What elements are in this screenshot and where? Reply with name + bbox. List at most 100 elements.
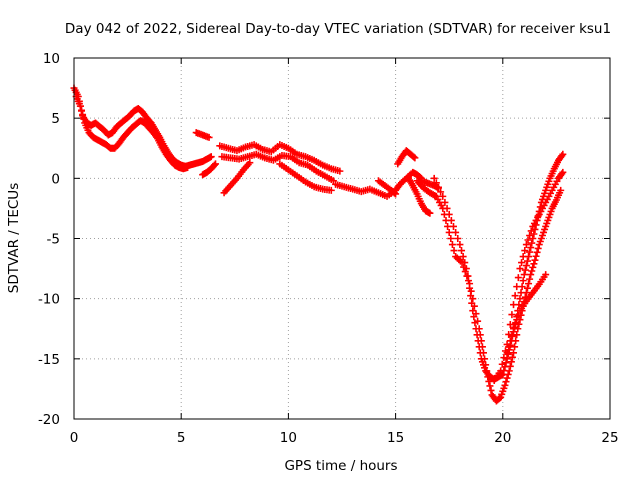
data-point — [482, 361, 490, 369]
data-point — [521, 266, 529, 274]
data-point — [487, 386, 495, 394]
data-point — [505, 367, 513, 375]
series-track-15 — [503, 271, 550, 357]
data-point — [439, 192, 447, 200]
data-point — [444, 222, 452, 230]
data-point — [76, 102, 84, 110]
data-point — [452, 228, 460, 236]
data-point — [484, 373, 492, 381]
data-point — [336, 167, 344, 175]
data-point — [448, 241, 456, 249]
data-point — [516, 295, 524, 303]
grid — [74, 58, 610, 419]
data-point — [430, 174, 438, 182]
data-point — [449, 222, 457, 230]
data-point — [476, 331, 484, 339]
data-point — [458, 247, 466, 255]
x-tick-label: 15 — [387, 430, 404, 446]
data-point — [486, 382, 494, 390]
data-point — [434, 184, 442, 192]
data-point — [518, 259, 526, 267]
data-point — [524, 236, 532, 244]
data-point — [500, 354, 508, 362]
series-track-14 — [430, 174, 565, 405]
x-tick-label: 10 — [280, 430, 297, 446]
data-point — [502, 378, 510, 386]
y-tick-labels: -20 -15 -10 -5 0 5 10 — [38, 51, 60, 428]
data-point — [411, 154, 419, 162]
data-point — [526, 248, 534, 256]
data-point — [426, 209, 434, 217]
data-point — [527, 227, 535, 235]
data-point — [80, 115, 88, 123]
data-point — [79, 111, 87, 119]
series-track-2 — [72, 93, 192, 173]
data-point — [207, 153, 215, 161]
series-track-16 — [490, 168, 567, 384]
data-point — [474, 317, 482, 325]
ticks — [73, 57, 611, 420]
chart-title: Day 042 of 2022, Sidereal Day-to-day VTE… — [65, 21, 611, 37]
data-point — [462, 265, 470, 273]
data-point — [527, 271, 535, 279]
data-point — [443, 204, 451, 212]
data-point — [153, 133, 161, 141]
data-point — [522, 289, 530, 297]
data-point — [485, 377, 493, 385]
data-point — [534, 244, 542, 252]
data-point — [472, 310, 480, 318]
series-track-8 — [276, 160, 335, 194]
data-point — [503, 355, 511, 363]
data-point — [559, 168, 567, 176]
data-point — [501, 347, 509, 355]
data-point — [478, 343, 486, 351]
data-point — [558, 170, 566, 178]
data-point — [519, 253, 527, 261]
data-point — [511, 292, 519, 300]
data-point — [477, 337, 485, 345]
data-point — [533, 248, 541, 256]
data-point — [526, 275, 534, 283]
data-point — [507, 358, 515, 366]
x-axis-label: GPS time / hours — [284, 458, 397, 474]
data-point — [470, 302, 478, 310]
y-tick-label: 0 — [51, 171, 60, 187]
data-point — [523, 284, 531, 292]
data-point — [527, 244, 535, 252]
x-tick-label: 0 — [70, 430, 79, 446]
data-point — [513, 316, 521, 324]
data-point — [511, 343, 519, 351]
data-point — [501, 381, 509, 389]
data-point — [503, 340, 511, 348]
data-point — [559, 150, 567, 158]
data-point — [528, 239, 536, 247]
data-point — [461, 259, 469, 267]
data-point — [510, 301, 518, 309]
data-point — [522, 241, 530, 249]
data-point — [469, 295, 477, 303]
data-point — [447, 216, 455, 224]
series-track-17 — [417, 177, 442, 192]
data-point — [528, 267, 536, 275]
data-point — [510, 349, 518, 357]
data-point — [246, 159, 254, 167]
data-point — [525, 280, 533, 288]
data-point — [392, 190, 400, 198]
data-point — [496, 394, 504, 402]
y-tick-label: -5 — [47, 232, 60, 248]
data-point — [410, 153, 418, 161]
data-point — [437, 188, 445, 196]
data-point — [210, 161, 218, 169]
data-point — [514, 274, 522, 282]
data-point — [467, 287, 475, 295]
data-point — [514, 311, 522, 319]
data-point — [481, 355, 489, 363]
data-point — [502, 359, 510, 367]
data-point — [475, 325, 483, 333]
data-point — [205, 133, 213, 141]
data-point — [480, 349, 488, 357]
data-point — [212, 160, 220, 168]
data-point — [504, 370, 512, 378]
x-tick-label: 25 — [601, 430, 618, 446]
